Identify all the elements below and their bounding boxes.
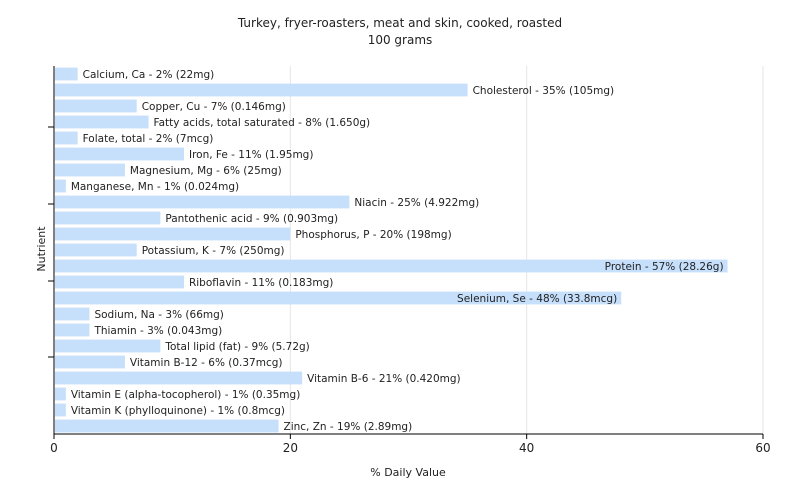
bar-label: Thiamin - 3% (0.043mg) — [93, 325, 222, 337]
y-axis-title: Nutrient — [35, 226, 48, 272]
bar — [55, 163, 125, 177]
bar — [55, 147, 184, 161]
bar — [55, 291, 622, 305]
x-tick-label: 40 — [519, 441, 534, 455]
bar-label: Vitamin B-12 - 6% (0.37mcg) — [130, 357, 283, 369]
bar — [55, 355, 125, 369]
bar — [55, 371, 303, 385]
bars-layer: Calcium, Ca - 2% (22mg) Cholesterol - 35%… — [55, 67, 728, 433]
bar-label: Iron, Fe - 11% (1.95mg) — [189, 149, 313, 161]
x-axis-title: % Daily Value — [370, 466, 446, 479]
bar — [55, 115, 149, 129]
chart-subtitle: 100 grams — [368, 33, 433, 47]
bar — [55, 419, 279, 433]
bar-label: Phosphorus, P - 20% (198mg) — [295, 229, 451, 241]
bar — [55, 259, 728, 273]
bar-label: Vitamin K (phylloquinone) - 1% (0.8mcg) — [71, 405, 285, 417]
bar — [55, 387, 66, 401]
bar-label: Selenium, Se - 48% (33.8mcg) — [457, 293, 617, 305]
bar-label: Zinc, Zn - 19% (2.89mg) — [284, 421, 413, 433]
bar-label: Riboflavin - 11% (0.183mg) — [189, 277, 333, 289]
chart-title: Turkey, fryer-roasters, meat and skin, c… — [237, 16, 562, 30]
bar-label: Copper, Cu - 7% (0.146mg) — [142, 101, 286, 113]
bar — [55, 179, 66, 193]
bar-label: Niacin - 25% (4.922mg) — [354, 197, 479, 209]
bar — [55, 275, 184, 289]
bar-label: Fatty acids, total saturated - 8% (1.650… — [154, 117, 371, 129]
bar — [55, 67, 78, 81]
bar-label: Protein - 57% (28.26g) — [605, 261, 724, 273]
bar — [55, 227, 291, 241]
bar-label: Vitamin E (alpha-tocopherol) - 1% (0.35m… — [71, 389, 300, 401]
bar-label: Potassium, K - 7% (250mg) — [142, 245, 285, 257]
bar-label: Vitamin B-6 - 21% (0.420mg) — [307, 373, 461, 385]
bar — [55, 195, 350, 209]
axes-layer: 0 20 40 60 — [48, 66, 771, 455]
bar — [55, 211, 161, 225]
bar — [55, 131, 78, 145]
bar-label: Pantothenic acid - 9% (0.903mg) — [165, 213, 338, 225]
x-tick-label: 20 — [283, 441, 298, 455]
bar-label: Manganese, Mn - 1% (0.024mg) — [71, 181, 239, 193]
bar — [55, 339, 161, 353]
bar-label: Magnesium, Mg - 6% (25mg) — [130, 165, 282, 177]
bar-label: Sodium, Na - 3% (66mg) — [94, 309, 223, 321]
bar-label: Total lipid (fat) - 9% (5.72g) — [164, 341, 309, 353]
bar-label: Folate, total - 2% (7mcg) — [83, 133, 214, 145]
bar — [55, 307, 90, 321]
bar — [55, 99, 137, 113]
x-tick-label: 60 — [755, 441, 770, 455]
x-tick-label: 0 — [50, 441, 58, 455]
bar-label: Calcium, Ca - 2% (22mg) — [83, 69, 215, 81]
bar-label: Cholesterol - 35% (105mg) — [473, 85, 615, 97]
bar — [55, 403, 66, 417]
bar — [55, 323, 90, 337]
bar — [55, 243, 137, 257]
bar — [55, 83, 468, 97]
